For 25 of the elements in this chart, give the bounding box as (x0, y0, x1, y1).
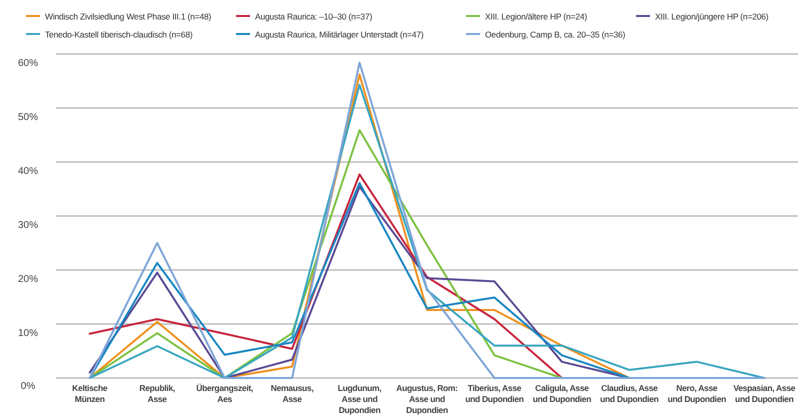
legend-label: Oedenburg, Camp B, ca. 20–35 (n=36) (485, 30, 626, 40)
x-tick-label: Tiberius, Asse und Dupondien (465, 383, 524, 404)
x-tick-label: Vespasian, Asse und Dupondien (733, 383, 796, 404)
legend-label: Windisch Zivilsiedlung West Phase III.1 (n=48) (45, 12, 212, 22)
x-tick-label: Augustus, Rom: Asse und Dupondien (396, 383, 458, 415)
x-tick-label: Nemausus, Asse (270, 383, 314, 404)
x-tick-label: Republik, Asse (139, 383, 175, 404)
legend-label: XIII. Legion/jüngere HP (n=206) (655, 12, 769, 22)
y-tick-label: 40% (18, 166, 38, 177)
x-tick-label: Claudius, Asse und Dupondien (600, 383, 659, 404)
y-tick-label: 50% (18, 112, 38, 123)
y-tick-label: 60% (18, 58, 38, 69)
y-tick-label: 30% (18, 220, 38, 231)
y-tick-label: 0% (20, 381, 36, 392)
y-tick-label: 10% (18, 328, 38, 339)
legend-label: XIII. Legion/ältere HP (n=24) (485, 12, 588, 22)
legend-label: Tenedo-Kastell tiberisch-claudisch (n=68) (45, 30, 193, 40)
y-tick-label: 20% (18, 274, 38, 285)
x-tick-label: Caligula, Asse und Dupondien (532, 383, 592, 404)
x-tick-label: Übergangszeit, Aes (196, 383, 254, 404)
x-tick-label: Keltische Münzen (72, 383, 108, 404)
x-tick-label: Lugdunum, Asse und Dupondien (338, 383, 382, 415)
legend-label: Augusta Raurica, Militärlager Unterstadt (n=47) (255, 30, 424, 40)
legend-label: Augusta Raurica: –10–30 (n=37) (255, 12, 372, 22)
x-tick-label: Nero, Asse und Dupondien (668, 383, 726, 404)
